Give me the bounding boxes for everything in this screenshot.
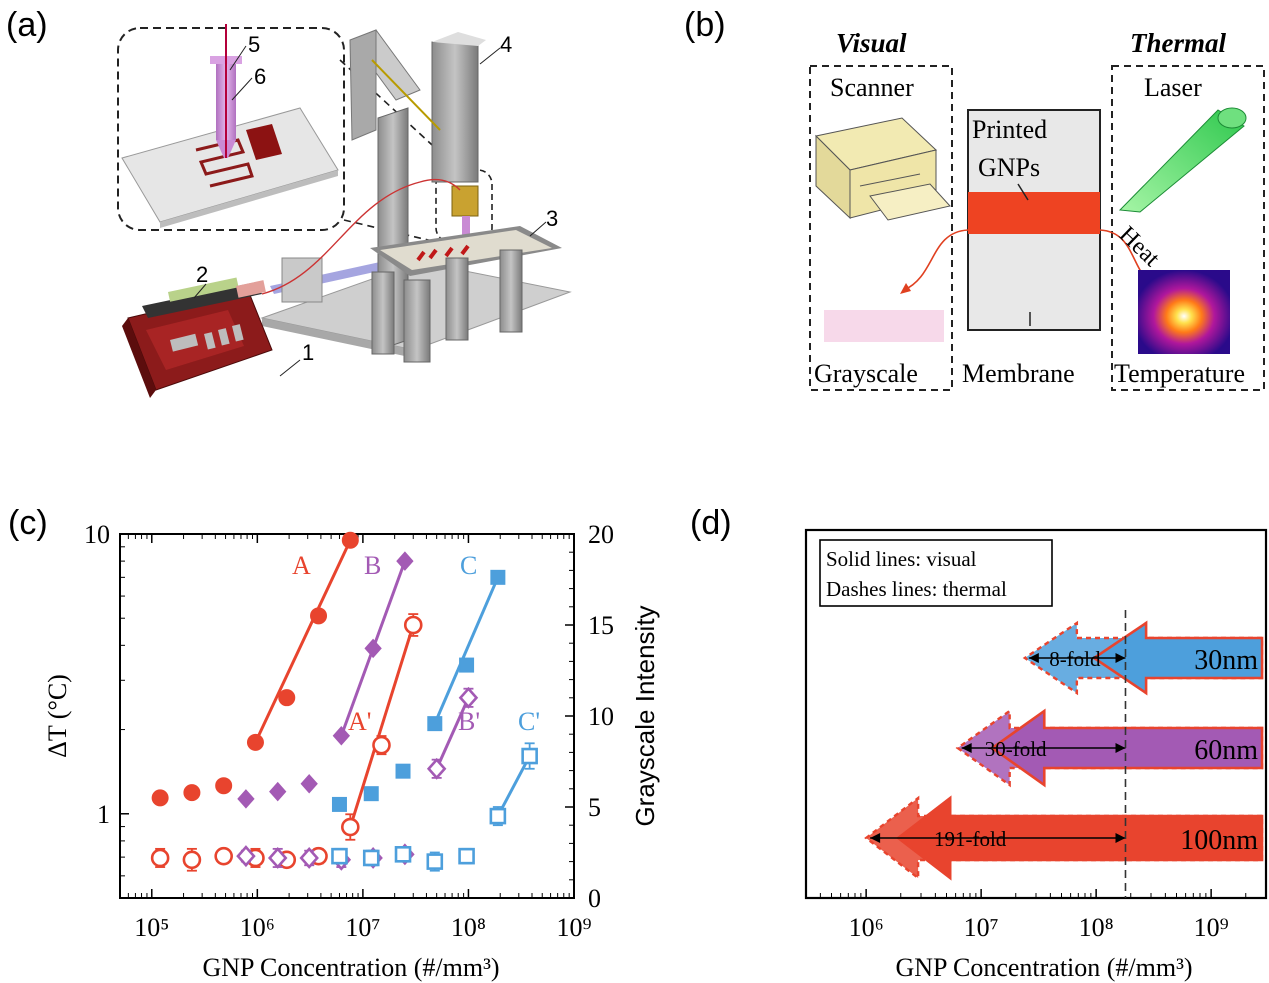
x-tick-label: 10⁷ [345,913,380,942]
data-point-filled-circle [278,689,296,707]
x-tick-label: 10⁶ [240,913,275,942]
y2-tick-label: 20 [588,520,614,549]
x-tick-label: 10⁸ [1079,913,1114,942]
x-tick-label: 10⁹ [556,913,591,942]
data-point-filled-circle [151,789,169,807]
data-point-open-circle [182,850,202,870]
y-tick-label: 10 [84,520,110,549]
legend-line-visual: Solid lines: visual [826,547,977,571]
data-point-open-diamond [299,847,319,869]
panel-c-letter: (c) [8,504,48,542]
data-point-open-circle [341,817,360,837]
panel-b-letter: (b) [684,6,726,44]
x-tick-label: 10⁷ [964,913,999,942]
visual-arrow-30nm [1091,620,1264,696]
x-tick-label: 10⁸ [451,913,486,942]
data-point-filled-square [363,786,379,802]
legend-box [819,539,1053,607]
x-tick-label: 10⁵ [134,913,169,942]
fold-arrowhead-right [1115,743,1126,753]
data-point-open-circle [150,848,170,868]
data-point-open-diamond [236,845,256,868]
series-label-Ap: A' [348,707,371,736]
x-tick-label: 10⁹ [1194,913,1229,942]
data-point-open-circle [214,846,233,866]
data-point-open-circle [403,615,423,635]
data-point-open-square [521,747,538,765]
panel-d-letter: (d) [690,504,732,542]
y2-tick-label: 0 [588,884,601,913]
data-point-filled-square [490,569,506,585]
data-point-filled-square [395,763,411,779]
size-label-30nm: 30nm [1194,645,1258,676]
data-point-open-circle [372,735,391,755]
data-point-filled-circle [246,733,264,751]
x-axis-title: GNP Concentration (#/mm³) [895,953,1192,982]
data-point-open-square [489,807,507,825]
data-point-filled-circle [183,784,201,802]
fold-arrowhead-right [1115,653,1126,663]
fit-line-Ap [348,624,415,828]
size-label-100nm: 100nm [1180,825,1258,856]
fit-line-Bp [435,697,470,770]
data-point-open-diamond [426,757,447,780]
data-point-filled-diamond [364,638,382,659]
fit-line-C [433,576,500,725]
x-axis-title: GNP Concentration (#/mm³) [202,953,499,982]
data-point-open-square [458,847,475,865]
y-tick-label: 1 [97,800,110,829]
y2-tick-label: 15 [588,611,614,640]
data-point-open-square [426,853,444,870]
y2-tick-label: 5 [588,793,601,822]
data-point-filled-diamond [269,781,287,802]
fold-arrowhead-left [870,833,881,843]
fold-label-30nm: 8-fold [1049,647,1101,671]
visual-arrow-60nm [990,708,1264,788]
data-point-filled-circle [215,777,233,795]
data-point-open-square [331,847,348,865]
series-label-Cp: C' [518,707,540,736]
series-label-B: B [364,551,381,580]
data-point-filled-diamond [396,551,414,571]
data-point-filled-diamond [300,774,318,794]
fit-line-Cp [496,755,531,817]
data-point-filled-diamond [237,789,255,809]
series-label-C: C [460,551,477,580]
fold-label-100nm: 191-fold [934,827,1007,851]
fold-arrowhead-left [1028,653,1039,663]
legend-line-thermal: Dashes lines: thermal [826,577,1007,601]
data-point-filled-square [331,796,347,812]
x-tick-label: 10⁶ [849,913,884,942]
data-point-open-square [362,849,380,867]
fold-arrowhead-left [961,743,972,753]
y2-axis-title: Grayscale Intensity [630,605,660,826]
fit-line-A [254,539,352,743]
data-point-open-diamond [267,847,288,869]
data-point-filled-square [459,657,475,673]
data-point-filled-circle [310,607,328,625]
data-point-open-diamond [458,686,479,709]
y-axis-title: ΔT (°C) [43,674,72,758]
data-point-filled-circle [341,531,359,549]
fold-label-60nm: 30-fold [985,737,1047,761]
data-point-open-square [394,846,412,863]
series-label-A: A [292,551,311,580]
y2-tick-label: 10 [588,702,614,731]
data-point-filled-square [427,716,443,732]
data-point-filled-diamond [332,726,351,746]
size-label-60nm: 60nm [1194,735,1258,766]
series-label-Bp: B' [458,707,480,736]
fold-arrowhead-right [1115,833,1126,843]
panel-a-letter: (a) [6,6,48,44]
